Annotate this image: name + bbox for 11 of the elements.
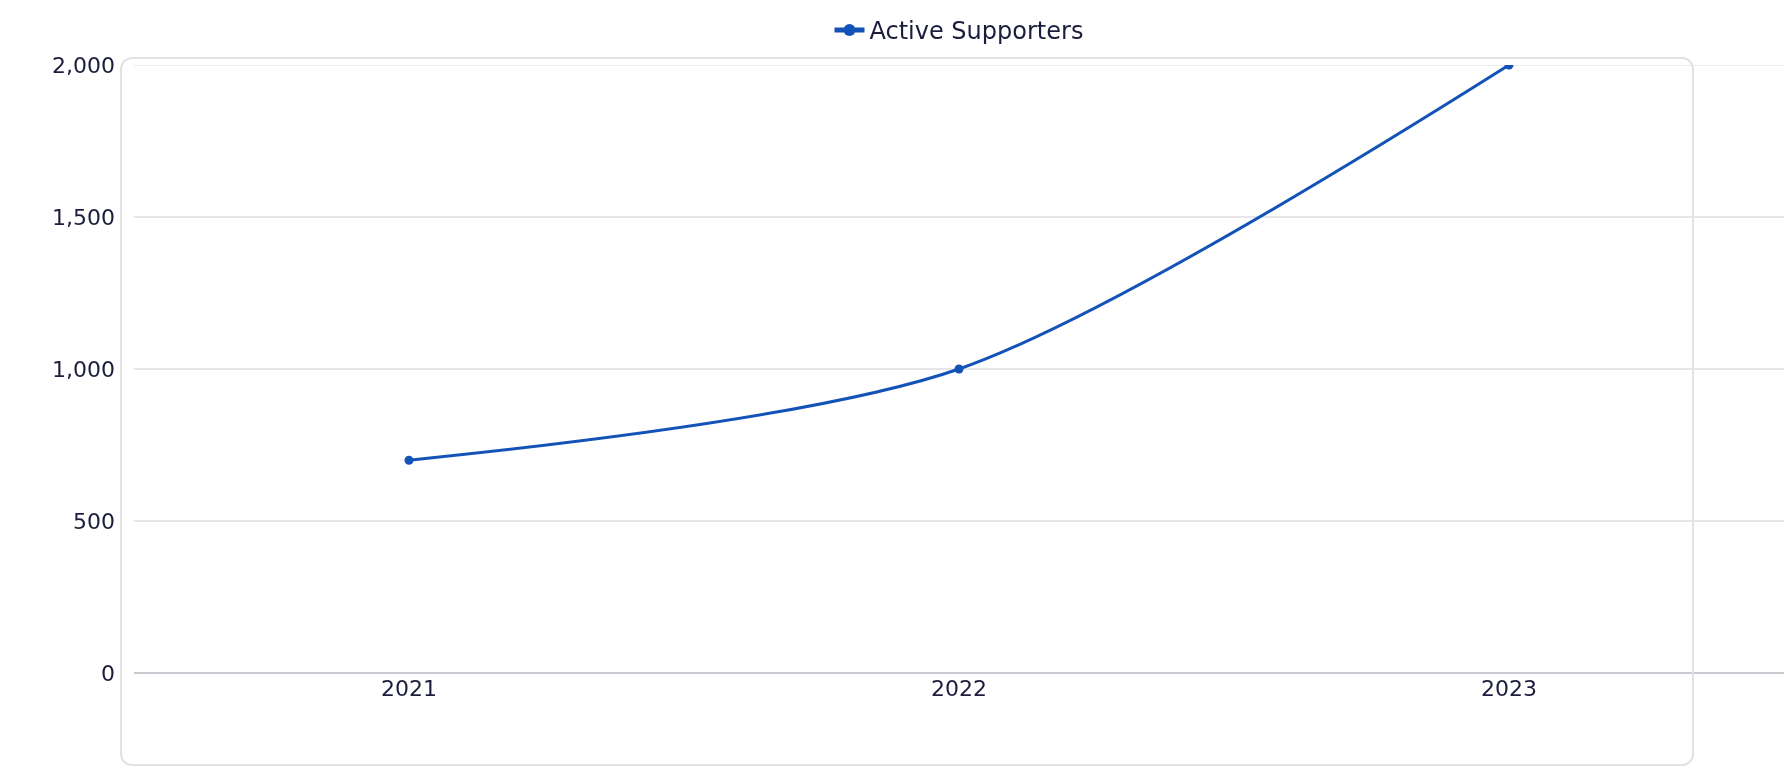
y-tick-label: 1,000 xyxy=(52,356,115,382)
y-tick-label: 0 xyxy=(101,660,115,686)
y-tick-label: 2,000 xyxy=(52,52,115,78)
point xyxy=(404,455,414,465)
y-tick-label: 500 xyxy=(73,508,115,534)
point xyxy=(954,364,964,374)
x-tick-label: 2023 xyxy=(1481,676,1537,701)
y-tick-label: 1,500 xyxy=(52,204,115,230)
legend-label: Active Supporters xyxy=(869,17,1084,46)
x-tick-label: 2022 xyxy=(931,676,987,701)
x-tick-label: 2021 xyxy=(381,676,437,701)
